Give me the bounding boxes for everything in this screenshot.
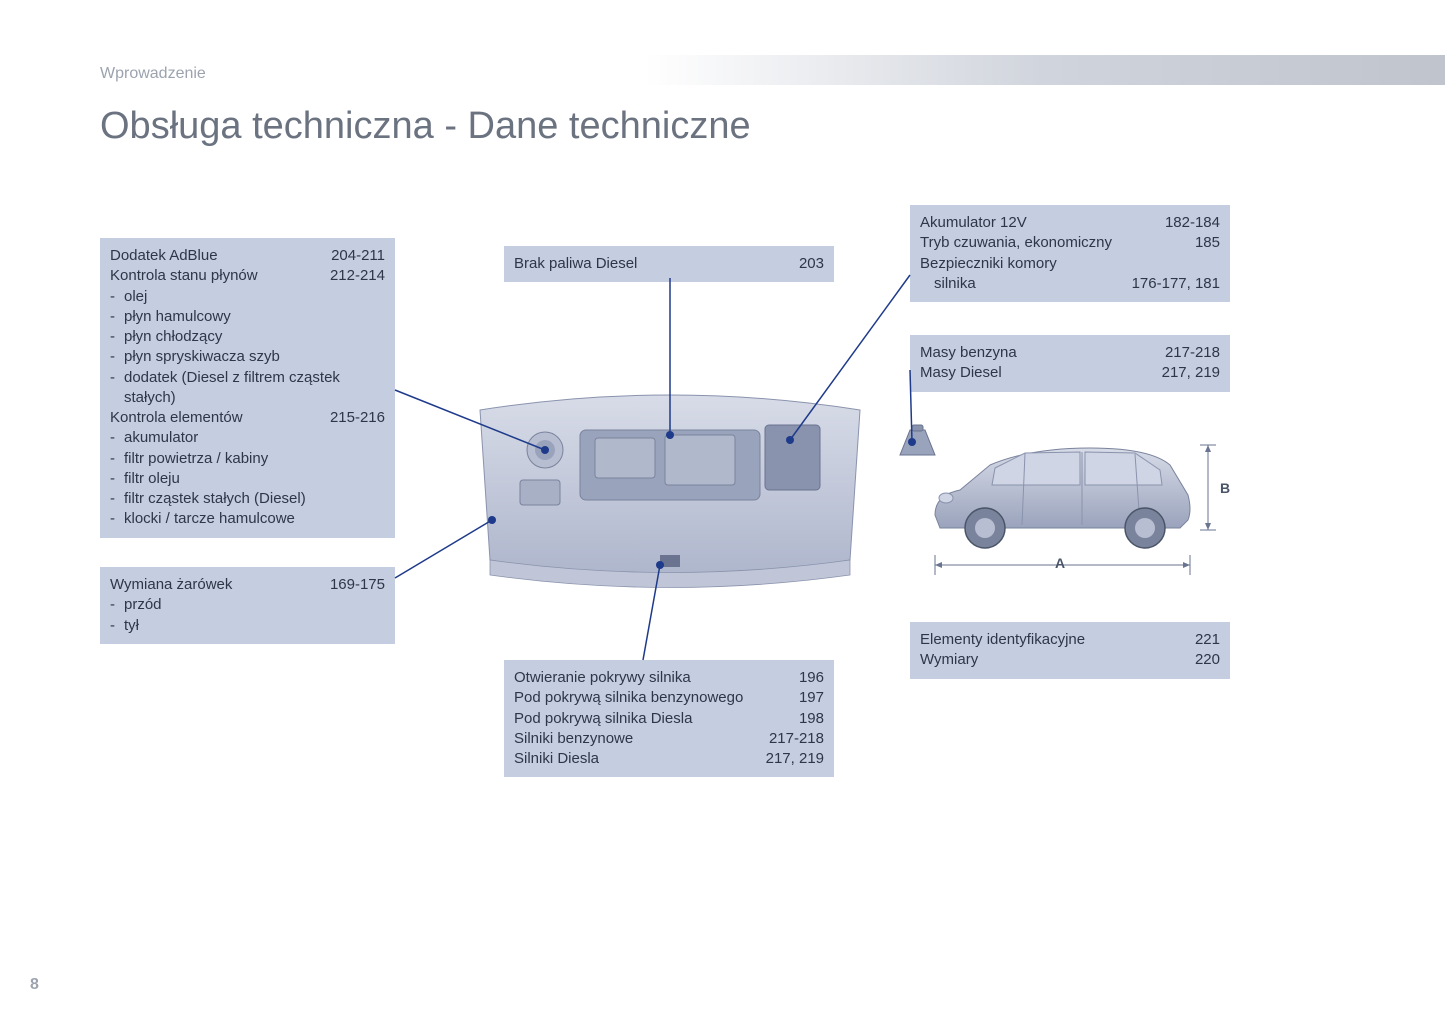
sub-item: filtr powietrza / kabiny xyxy=(110,449,385,469)
item-label: Pod pokrywą silnika Diesla xyxy=(514,709,787,729)
sub-item: olej xyxy=(110,287,385,307)
box-battery: Akumulator 12V182-184 Tryb czuwania, eko… xyxy=(910,205,1230,302)
box-bulbs: Wymiana żarówek169-175 przód tył xyxy=(100,567,395,644)
item-pages xyxy=(1208,254,1220,274)
sub-item: filtr cząstek stałych (Diesel) xyxy=(110,489,385,509)
header-gradient xyxy=(645,55,1445,85)
box-diesel-fuel: Brak paliwa Diesel203 xyxy=(504,246,834,282)
item-pages: 221 xyxy=(1183,630,1220,650)
item-label: Elementy identyfikacyjne xyxy=(920,630,1183,650)
item-label: Brak paliwa Diesel xyxy=(514,254,787,274)
item-label: Kontrola elementów xyxy=(110,408,318,428)
item-label: Masy benzyna xyxy=(920,343,1153,363)
dimension-label-a: A xyxy=(1055,555,1065,571)
item-pages: 217-218 xyxy=(1153,343,1220,363)
sub-item: dodatek (Diesel z filtrem cząstek stałyc… xyxy=(110,368,385,409)
sub-item: klocki / tarcze hamulcowe xyxy=(110,509,385,529)
page-number: 8 xyxy=(30,976,39,994)
item-label: Dodatek AdBlue xyxy=(110,246,319,266)
item-pages: 215-216 xyxy=(318,408,385,428)
item-label: Silniki Diesla xyxy=(514,749,754,769)
box-identification: Elementy identyfikacyjne221 Wymiary220 xyxy=(910,622,1230,679)
item-label: Wymiana żarówek xyxy=(110,575,318,595)
item-label: Kontrola stanu płynów xyxy=(110,266,318,286)
item-label: Bezpieczniki komory xyxy=(920,254,1208,274)
item-pages: 185 xyxy=(1183,233,1220,253)
box-fluids-checks: Dodatek AdBlue204-211 Kontrola stanu pły… xyxy=(100,238,395,538)
item-label: Wymiary xyxy=(920,650,1183,670)
item-pages: 169-175 xyxy=(318,575,385,595)
item-pages: 212-214 xyxy=(318,266,385,286)
section-label: Wprowadzenie xyxy=(100,65,206,83)
item-pages: 220 xyxy=(1183,650,1220,670)
car-side-illustration xyxy=(890,420,1240,600)
item-pages: 198 xyxy=(787,709,824,729)
sub-item: płyn hamulcowy xyxy=(110,307,385,327)
item-label: Akumulator 12V xyxy=(920,213,1153,233)
item-pages: 197 xyxy=(787,688,824,708)
sub-item: płyn chłodzący xyxy=(110,327,385,347)
item-pages: 196 xyxy=(787,668,824,688)
box-masses: Masy benzyna217-218 Masy Diesel217, 219 xyxy=(910,335,1230,392)
sub-item: tył xyxy=(110,616,385,636)
sub-item: przód xyxy=(110,595,385,615)
item-pages: 176-177, 181 xyxy=(1120,274,1220,294)
engine-bay-illustration xyxy=(470,390,870,590)
item-pages: 204-211 xyxy=(319,246,385,266)
dimension-label-b: B xyxy=(1220,480,1230,496)
item-pages: 217, 219 xyxy=(1150,363,1220,383)
item-label: Tryb czuwania, ekonomiczny xyxy=(920,233,1183,253)
item-label-indent: silnika xyxy=(920,274,976,294)
item-pages: 182-184 xyxy=(1153,213,1220,233)
item-label: Pod pokrywą silnika benzynowego xyxy=(514,688,787,708)
item-label: Silniki benzynowe xyxy=(514,729,757,749)
item-pages: 203 xyxy=(787,254,824,274)
box-engine-cover: Otwieranie pokrywy silnika196 Pod pokryw… xyxy=(504,660,834,777)
sub-item: akumulator xyxy=(110,428,385,448)
item-pages: 217-218 xyxy=(757,729,824,749)
item-label: Otwieranie pokrywy silnika xyxy=(514,668,787,688)
item-pages: 217, 219 xyxy=(754,749,824,769)
page-title: Obsługa techniczna - Dane techniczne xyxy=(100,105,751,148)
item-label: Masy Diesel xyxy=(920,363,1150,383)
sub-item: płyn spryskiwacza szyb xyxy=(110,347,385,367)
sub-item: filtr oleju xyxy=(110,469,385,489)
